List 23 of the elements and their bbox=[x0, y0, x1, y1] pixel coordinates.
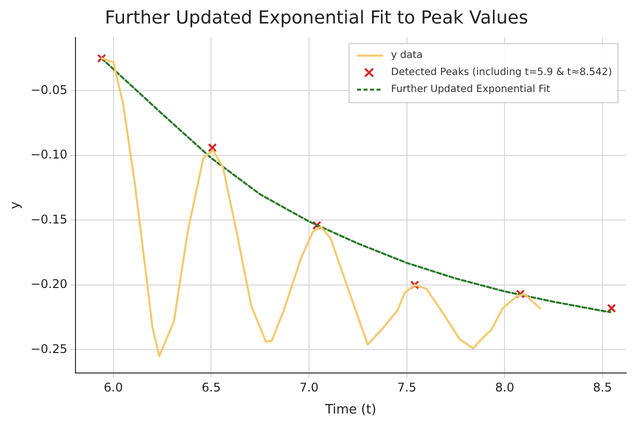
point bbox=[606, 304, 616, 313]
point bbox=[208, 143, 217, 152]
chart-title: Further Updated Exponential Fit to Peak Values bbox=[104, 7, 528, 28]
x-tick-label: 7.0 bbox=[299, 380, 319, 394]
x-tick-label: 6.0 bbox=[104, 380, 123, 394]
x-tick-label: 8.0 bbox=[495, 380, 514, 394]
point bbox=[312, 220, 322, 230]
y-axis-title: y bbox=[8, 201, 24, 210]
point bbox=[410, 280, 420, 290]
y-tick-label: −0.05 bbox=[30, 82, 68, 97]
legend-label: y data bbox=[391, 50, 423, 62]
x-tick-label: 8.5 bbox=[592, 380, 612, 394]
y-tick-label: −0.25 bbox=[30, 342, 68, 356]
y-tick-label: −0.10 bbox=[30, 148, 68, 162]
x-axis-title: Time (t) bbox=[324, 402, 376, 418]
x-tick-label: 7.5 bbox=[397, 380, 416, 394]
legend-label: Detected Peaks (including t=5.9 & t≈8.542) bbox=[391, 67, 612, 78]
y-tick-label: −0.20 bbox=[30, 277, 68, 292]
point bbox=[516, 289, 525, 299]
legend-label: Further Updated Exponential Fit bbox=[391, 84, 550, 96]
y-tick-label: −0.15 bbox=[30, 212, 68, 226]
x-tick-label: 6.5 bbox=[202, 380, 221, 394]
point bbox=[97, 54, 106, 63]
